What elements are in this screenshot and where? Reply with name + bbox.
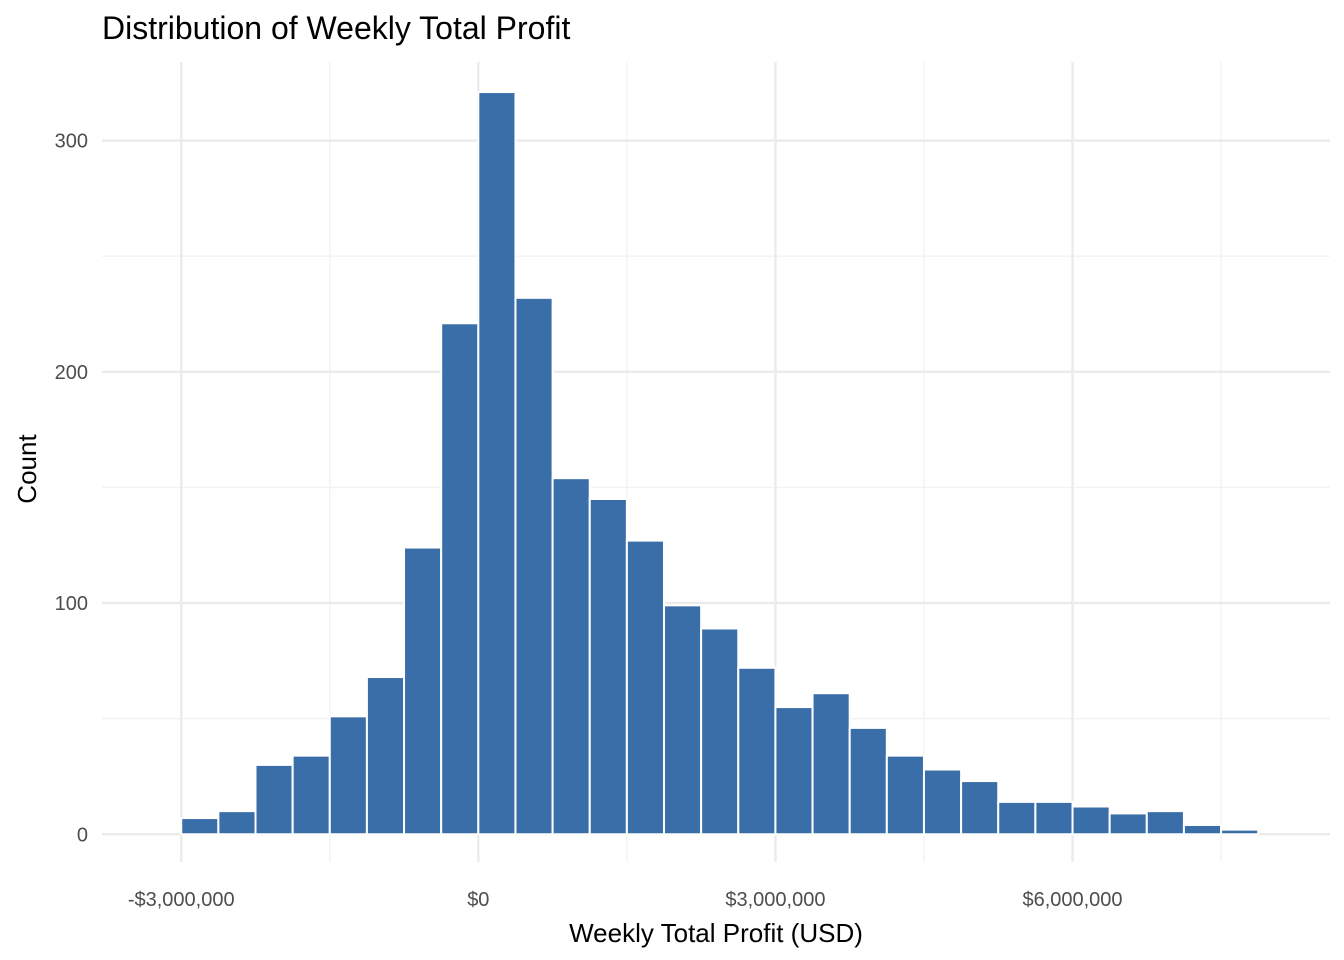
y-tick-label: 0 [77, 824, 88, 846]
histogram-bar [1108, 812, 1148, 836]
x-tick-label: $0 [467, 889, 489, 911]
histogram-bar [774, 706, 814, 836]
histogram-bar [254, 763, 294, 836]
histogram-bar [811, 692, 851, 836]
histogram-bar [180, 817, 220, 836]
histogram-bar [1182, 824, 1223, 836]
x-axis-tick-labels: -$3,000,000 $0 $3,000,000 $6,000,000 [128, 889, 1123, 911]
histogram-bar [700, 627, 740, 836]
histogram-bar [403, 546, 443, 836]
histogram-bar [477, 91, 517, 836]
y-tick-label: 200 [55, 362, 88, 384]
histogram-bar [328, 715, 368, 836]
chart-title: Distribution of Weekly Total Profit [102, 10, 570, 46]
histogram-bar [1034, 800, 1074, 836]
histogram-bars [180, 91, 1260, 836]
x-tick-label: -$3,000,000 [128, 889, 235, 911]
histogram-bar [514, 296, 554, 836]
histogram-bar [551, 477, 591, 836]
y-axis-title: Count [12, 434, 42, 504]
histogram-bar [291, 754, 331, 836]
histogram-bar [217, 810, 257, 836]
histogram-bar [663, 604, 703, 836]
histogram-bar [1220, 828, 1260, 836]
histogram-bar [885, 754, 925, 836]
x-tick-label: $3,000,000 [725, 889, 825, 911]
histogram-bar [365, 676, 406, 836]
y-tick-label: 300 [55, 131, 88, 153]
x-tick-label: $6,000,000 [1022, 889, 1122, 911]
histogram-bar [625, 539, 666, 836]
y-tick-label: 100 [55, 593, 88, 615]
histogram-bar [848, 726, 888, 836]
histogram-bar [588, 497, 628, 836]
histogram-bar [1145, 810, 1185, 836]
histogram-bar [737, 666, 777, 836]
histogram-bar [960, 780, 1000, 836]
x-axis-title: Weekly Total Profit (USD) [569, 918, 863, 948]
histogram-bar [997, 800, 1037, 836]
histogram-bar [440, 322, 480, 836]
histogram-bar [922, 768, 963, 836]
y-axis-tick-labels: 0 100 200 300 [55, 131, 88, 847]
histogram-bar [1071, 805, 1111, 836]
